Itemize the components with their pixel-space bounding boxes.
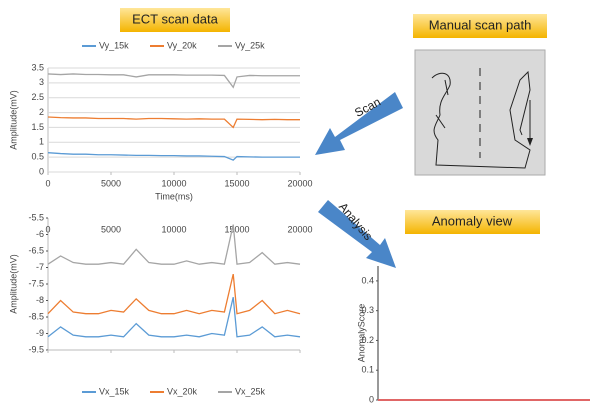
y-tick-label: -8.5 <box>28 311 44 321</box>
y-tick-label: -9.5 <box>28 344 44 354</box>
x-axis-label: Time(ms) <box>155 191 193 201</box>
legend-label: Vx_20k <box>167 386 198 396</box>
x-tick-label: 10000 <box>161 224 186 234</box>
scan-path-image <box>414 49 546 176</box>
legend-label: Vx_15k <box>99 386 130 396</box>
y-tick-label: 0.4 <box>361 275 374 285</box>
y-tick-label: -6 <box>36 229 44 239</box>
banner-title: Anomaly view <box>432 213 513 228</box>
y-tick-label: 0.3 <box>361 305 374 315</box>
y-tick-label: 0 <box>39 166 44 176</box>
y-tick-label: -8 <box>36 295 44 305</box>
y-tick-label: 0.5 <box>31 152 44 162</box>
legend-label: Vy_20k <box>167 40 197 50</box>
banner-title: ECT scan data <box>132 11 219 26</box>
series-line <box>47 297 301 338</box>
arrow <box>318 200 396 268</box>
series-line <box>47 116 300 129</box>
x-tick-label: 20000 <box>287 178 312 188</box>
y-axis-label: Amplitude(mV) <box>8 90 18 150</box>
series-line <box>47 273 301 315</box>
x-tick-label: 0 <box>45 224 50 234</box>
y-tick-label: 3.5 <box>31 62 44 72</box>
y-tick-label: -6.5 <box>28 245 44 255</box>
y-tick-label: 2.5 <box>31 92 44 102</box>
x-tick-label: 15000 <box>224 224 249 234</box>
arrow <box>315 92 403 155</box>
x-tick-label: 10000 <box>161 178 186 188</box>
legend-label: Vy_25k <box>235 40 265 50</box>
series-line <box>47 152 300 161</box>
x-tick-label: 5000 <box>101 178 121 188</box>
banner-title: Manual scan path <box>429 17 532 32</box>
banner <box>405 210 540 234</box>
x-tick-label: 0 <box>45 178 50 188</box>
y-axis-label: Amplitude(mV) <box>8 254 18 314</box>
y-tick-label: 0.1 <box>361 365 374 375</box>
y-tick-label: -9 <box>36 328 44 338</box>
y-tick-label: 3 <box>39 77 44 87</box>
series-line <box>47 73 300 89</box>
x-tick-label: 15000 <box>224 178 249 188</box>
x-tick-label: 20000 <box>287 224 312 234</box>
y-tick-label: 0.2 <box>361 335 374 345</box>
y-tick-label: 1 <box>39 137 44 147</box>
x-tick-label: 5000 <box>101 224 121 234</box>
y-tick-label: 2 <box>39 107 44 117</box>
banner <box>120 8 230 32</box>
y-tick-label: 0 <box>369 394 374 404</box>
legend-label: Vy_15k <box>99 40 129 50</box>
y-tick-label: -7.5 <box>28 278 44 288</box>
y-tick-label: 1.5 <box>31 122 44 132</box>
banner <box>413 14 547 38</box>
series-line <box>47 224 301 265</box>
y-axis-label: AnomalyScore <box>356 304 366 363</box>
y-tick-label: -5.5 <box>28 212 44 222</box>
y-tick-label: -7 <box>36 262 44 272</box>
legend-label: Vx_25k <box>235 386 266 396</box>
